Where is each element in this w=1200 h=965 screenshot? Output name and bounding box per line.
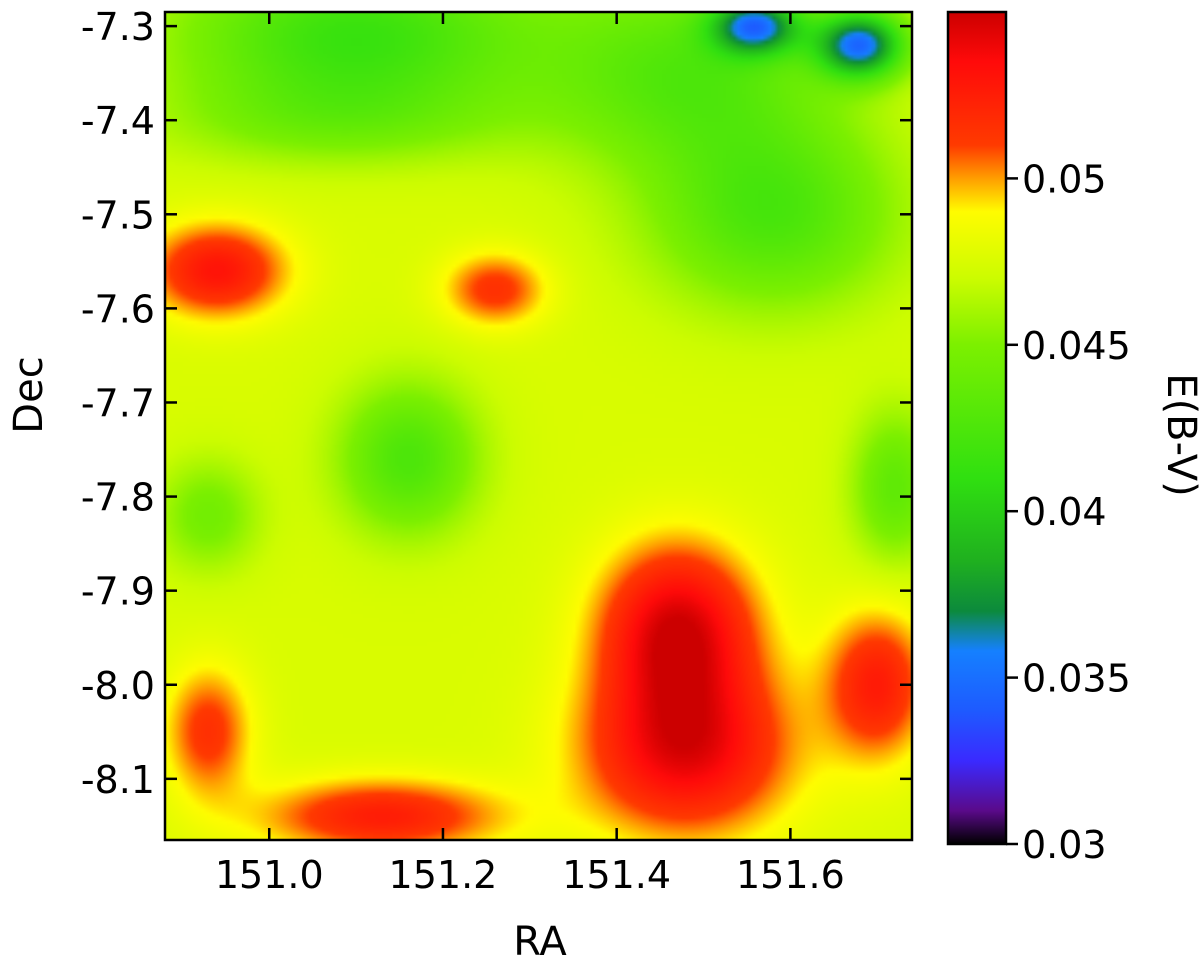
plot-frame [163,10,914,842]
colorbar-title: E(B-V) [1158,373,1200,496]
y-tick-label: -8.1 [81,758,155,802]
y-axis-ticks: -7.3 -7.4 -7.5 -7.6 -7.7 -7.8 -7.9 -8.0 -8.1 [81,5,912,802]
x-tick-label: 151.6 [736,853,845,897]
y-tick-label: -7.6 [81,287,155,331]
x-tick-label: 151.0 [215,853,324,897]
colorbar-tick-label: 0.035 [1022,657,1131,701]
x-axis-title: RA [513,919,567,965]
y-tick-label: -7.4 [81,99,155,143]
colorbar [946,10,1008,846]
x-tick-label: 151.4 [562,853,671,897]
colorbar-tick-label: 0.045 [1022,324,1131,368]
colorbar-ticks: 0.03 0.035 0.04 0.045 0.05 [1006,157,1131,867]
x-tick-label: 151.2 [389,853,498,897]
y-axis-title: Dec [6,356,52,433]
y-tick-label: -7.8 [81,476,155,520]
y-tick-label: -7.7 [81,381,155,425]
extinction-heatmap [165,12,912,840]
colorbar-tick-label: 0.03 [1022,823,1107,867]
y-tick-label: -8.0 [81,664,155,708]
y-tick-label: -7.3 [81,5,155,49]
colorbar-tick-label: 0.05 [1022,157,1107,201]
colorbar-tick-label: 0.04 [1022,490,1107,534]
heatmap-plot-area [165,12,912,840]
x-axis-ticks: 151.0 151.2 151.4 151.6 [215,12,845,897]
y-tick-label: -7.9 [81,570,155,614]
y-tick-label: -7.5 [81,193,155,237]
